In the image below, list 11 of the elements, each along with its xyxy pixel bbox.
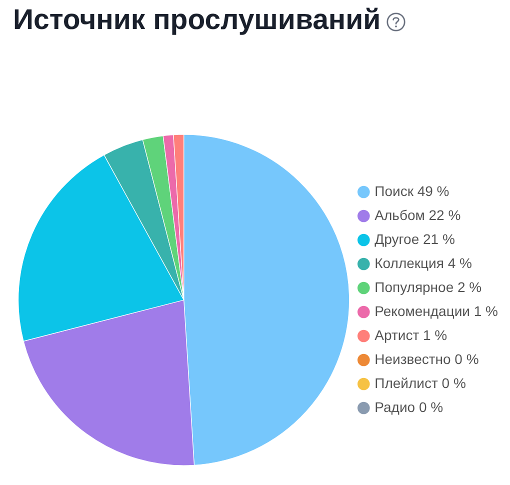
- legend-label: Популярное 2 %: [374, 278, 482, 295]
- chart-title: Источник прослушиваний: [13, 3, 381, 38]
- legend-label: Артист 1 %: [374, 326, 448, 343]
- legend-label: Поиск 49 %: [374, 182, 450, 199]
- legend-label: Альбом 22 %: [374, 206, 461, 223]
- legend-label: Плейлист 0 %: [374, 374, 466, 391]
- legend-label: Другое 21 %: [374, 230, 455, 247]
- legend-label: Коллекция 4 %: [374, 254, 472, 271]
- legend-label: Радио 0 %: [374, 398, 444, 415]
- legend-label: Неизвестно 0 %: [374, 350, 479, 367]
- legend-label: Рекомендации 1 %: [374, 302, 498, 319]
